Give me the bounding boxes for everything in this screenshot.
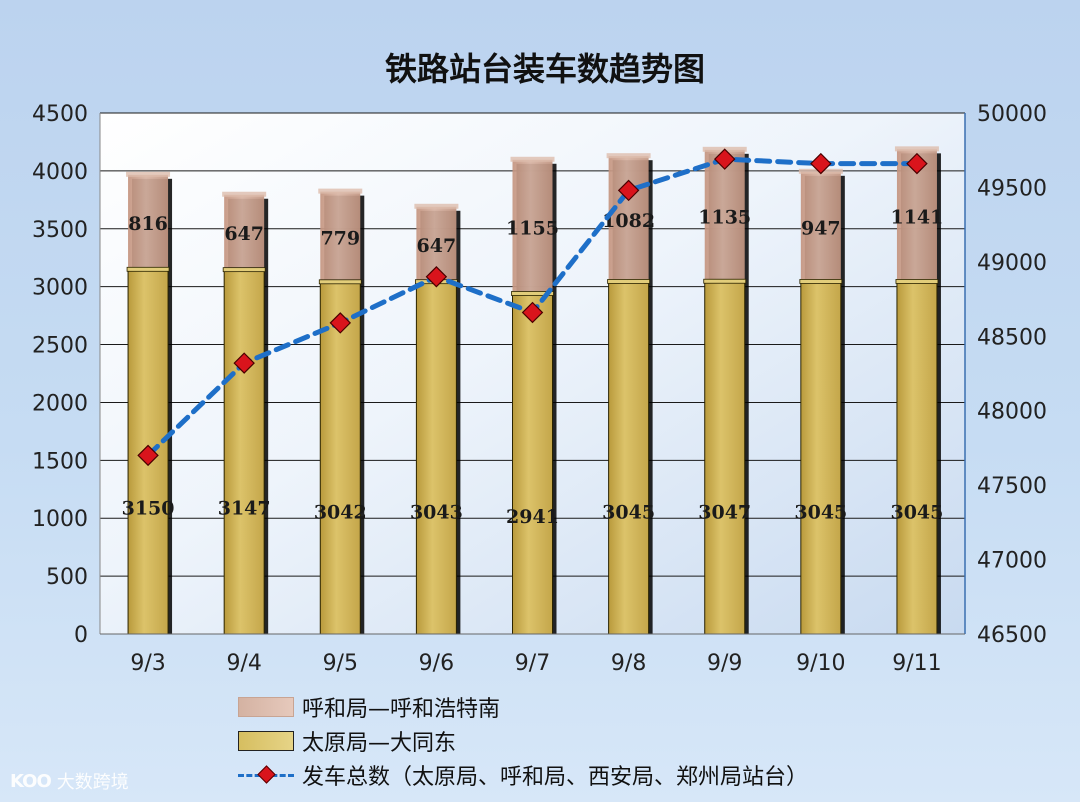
bar-cap-taiyuan (126, 266, 170, 272)
bar-segment-taiyuan (800, 280, 842, 635)
chart-legend: 呼和局—呼和浩特南 太原局—大同东 发车总数（太原局、呼和局、西安局、郑州局站台… (238, 690, 808, 792)
x-tick-label: 9/6 (419, 651, 454, 676)
data-label-hohhot: 947 (801, 218, 841, 240)
y-left-tick-label: 1500 (32, 449, 88, 474)
data-label-hohhot: 779 (320, 228, 360, 250)
bar-cap-taiyuan (222, 267, 266, 273)
data-label-taiyuan: 3042 (314, 502, 367, 524)
data-label-hohhot: 1082 (602, 210, 655, 232)
watermark-logo: KOO (10, 770, 52, 792)
bar-cap-hohhot (222, 191, 267, 197)
y-left-tick-label: 4000 (32, 160, 88, 185)
bar-segment-hohhot (224, 194, 265, 270)
bar-cap-taiyuan (511, 291, 554, 296)
bar-cap-taiyuan (895, 279, 939, 284)
x-tick-label: 9/5 (323, 651, 358, 676)
legend-swatch-taiyuan (238, 731, 294, 751)
y-left-tick-label: 4500 (32, 102, 88, 127)
data-label-taiyuan: 3043 (410, 502, 463, 524)
watermark: KOO 大数跨境 (10, 768, 129, 794)
x-tick-label: 9/9 (707, 651, 742, 676)
legend-swatch-hohhot (238, 697, 294, 717)
watermark-text: 大数跨境 (56, 772, 129, 793)
bar-cap-hohhot (606, 153, 651, 159)
total-marker (617, 179, 640, 202)
bar-segment-taiyuan (319, 281, 361, 635)
y-left-tick-label: 2500 (32, 334, 88, 359)
y-left-tick-label: 0 (74, 623, 88, 648)
legend-item-total: 发车总数（太原局、呼和局、西安局、郑州局站台） (238, 758, 808, 792)
data-label-taiyuan: 3045 (602, 502, 655, 524)
bar-segment-hohhot (320, 191, 361, 282)
bar-segment-taiyuan (704, 280, 746, 635)
y-left-tick-label: 2000 (32, 391, 88, 416)
data-label-hohhot: 1135 (698, 207, 751, 229)
total-marker (137, 444, 159, 467)
y-right-tick-label: 48000 (977, 400, 1047, 425)
total-marker (329, 312, 352, 334)
data-label-taiyuan: 3045 (794, 502, 847, 524)
chart-title: 铁路站台装车数趋势图 (385, 50, 705, 88)
bar-segment-hohhot (128, 174, 169, 270)
bar-segment-hohhot (800, 171, 841, 282)
total-marker (521, 301, 544, 324)
x-tick-label: 9/4 (226, 651, 261, 676)
data-label-taiyuan: 2941 (506, 506, 559, 528)
data-label-taiyuan: 3045 (890, 502, 943, 524)
bar-segment-hohhot (512, 159, 553, 294)
bar-cap-taiyuan (318, 279, 362, 285)
bar-cap-hohhot (414, 203, 459, 209)
y-left-tick-label: 3000 (32, 276, 88, 301)
data-label-hohhot: 1141 (890, 206, 943, 228)
y-right-tick-label: 47000 (977, 549, 1047, 574)
data-label-hohhot: 647 (224, 223, 264, 245)
bar-cap-hohhot (510, 156, 555, 162)
bar-segment-hohhot (704, 149, 745, 282)
bar-segment-taiyuan (608, 280, 650, 635)
legend-label-taiyuan: 太原局—大同东 (302, 731, 457, 756)
data-label-taiyuan: 3147 (218, 497, 271, 519)
y-left-tick-label: 500 (46, 565, 88, 590)
x-tick-label: 9/7 (515, 651, 550, 676)
y-left-tick-label: 1000 (32, 507, 88, 532)
bar-cap-hohhot (126, 171, 171, 177)
total-marker (713, 148, 736, 170)
bar-segment-hohhot (608, 156, 649, 282)
legend-item-hohhot: 呼和局—呼和浩特南 (238, 690, 808, 724)
y-right-tick-label: 49000 (977, 251, 1047, 276)
data-label-taiyuan: 3150 (122, 497, 175, 519)
bar-segment-taiyuan (223, 269, 265, 635)
x-tick-label: 9/10 (796, 651, 845, 676)
bar-cap-taiyuan (799, 279, 843, 284)
y-right-tick-label: 50000 (977, 102, 1047, 127)
bar-segment-taiyuan (512, 292, 553, 635)
total-marker (906, 152, 928, 175)
x-tick-label: 9/3 (130, 651, 165, 676)
bar-cap-taiyuan (703, 278, 747, 284)
data-label-hohhot: 816 (128, 213, 168, 235)
total-marker (233, 352, 255, 374)
legend-swatch-total (238, 765, 294, 785)
y-right-tick-label: 49500 (977, 176, 1047, 201)
data-label-hohhot: 1155 (506, 218, 559, 240)
bar-segment-taiyuan (896, 280, 938, 635)
data-label-hohhot: 647 (417, 235, 457, 257)
y-left-tick-label: 3500 (32, 218, 88, 243)
x-tick-label: 9/8 (611, 651, 646, 676)
x-tick-label: 9/11 (892, 651, 941, 676)
legend-item-taiyuan: 太原局—大同东 (238, 724, 808, 758)
bar-cap-taiyuan (607, 279, 651, 284)
y-right-tick-label: 46500 (977, 623, 1047, 648)
y-right-tick-label: 47500 (977, 474, 1047, 499)
bar-segment-taiyuan (415, 281, 457, 635)
y-right-tick-label: 48500 (977, 325, 1047, 350)
data-label-taiyuan: 3047 (698, 502, 751, 524)
bar-cap-hohhot (894, 146, 939, 152)
total-marker (810, 152, 832, 175)
total-marker (425, 265, 448, 288)
legend-label-hohhot: 呼和局—呼和浩特南 (302, 697, 501, 722)
legend-label-total: 发车总数（太原局、呼和局、西安局、郑州局站台） (302, 765, 809, 790)
bar-cap-hohhot (318, 188, 363, 194)
